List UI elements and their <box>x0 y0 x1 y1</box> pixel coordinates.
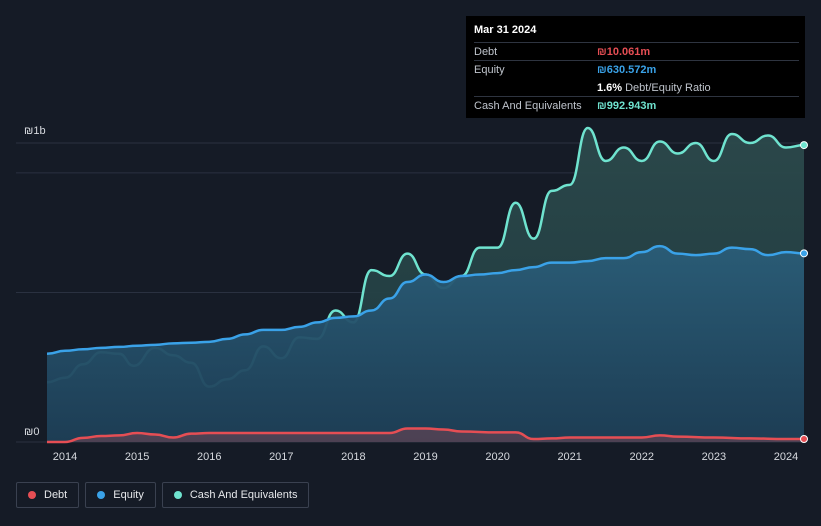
cash-end-point <box>800 141 808 150</box>
legend-equity-dot-icon <box>97 491 106 499</box>
y-axis-top-label: ₪1b <box>24 125 46 137</box>
tooltip-row-debt: Debt ₪10.061m <box>474 42 799 60</box>
legend-cash-dot-icon <box>173 491 182 499</box>
data-tooltip: Mar 31 2024 Debt ₪10.061m Equity ₪630.57… <box>466 16 805 118</box>
y-axis-zero-label: ₪0 <box>24 426 39 438</box>
legend-cash-label: Cash And Equivalents <box>189 489 298 501</box>
tooltip-debt-label: Debt <box>474 45 498 58</box>
tooltip-ratio-label: Debt/Equity Ratio <box>625 81 711 94</box>
tooltip-row-cash: Cash And Equivalents ₪992.943m <box>474 96 799 114</box>
x-tick-2014: 2014 <box>53 451 77 463</box>
tooltip-equity-label: Equity <box>474 63 505 76</box>
legend-debt-dot-icon <box>28 491 36 499</box>
legend-debt-label: Debt <box>44 489 68 501</box>
legend-item-equity[interactable]: Equity <box>85 482 156 508</box>
tooltip-row-ratio: 1.6% Debt/Equity Ratio <box>474 78 799 96</box>
x-tick-2016: 2016 <box>197 451 221 463</box>
debt-line <box>47 427 804 444</box>
x-tick-2023: 2023 <box>702 451 726 463</box>
legend-item-debt[interactable]: Debt <box>16 482 80 508</box>
equity-area <box>47 246 804 442</box>
x-tick-2018: 2018 <box>341 451 365 463</box>
equity-line <box>46 244 805 356</box>
x-tick-2024: 2024 <box>774 451 798 463</box>
x-tick-2017: 2017 <box>269 451 293 463</box>
legend-item-cash[interactable]: Cash And Equivalents <box>161 482 310 508</box>
x-tick-2019: 2019 <box>413 451 437 463</box>
tooltip-equity-value: ₪630.572m <box>597 63 657 76</box>
tooltip-date: Mar 31 2024 <box>474 24 537 36</box>
tooltip-cash-label: Cash And Equivalents <box>474 99 582 112</box>
tooltip-ratio-value: 1.6% <box>597 81 623 94</box>
x-axis-ticks: 2014 2015 2016 2017 2018 2019 2020 2021 2022 2023… <box>53 451 798 463</box>
tooltip-row-equity: Equity ₪630.572m <box>474 60 799 78</box>
tooltip-debt-value: ₪10.061m <box>597 45 651 58</box>
x-tick-2021: 2021 <box>557 451 581 463</box>
tooltip-cash-value: ₪992.943m <box>597 99 657 112</box>
x-tick-2022: 2022 <box>630 451 654 463</box>
legend-equity-label: Equity <box>113 489 144 501</box>
x-tick-2015: 2015 <box>125 451 149 463</box>
area-layer <box>46 126 808 444</box>
equity-end-point <box>800 249 808 258</box>
x-tick-2020: 2020 <box>485 451 509 463</box>
debt-end-point <box>800 435 808 444</box>
chart-legend: Debt Equity Cash And Equivalents <box>16 482 310 508</box>
